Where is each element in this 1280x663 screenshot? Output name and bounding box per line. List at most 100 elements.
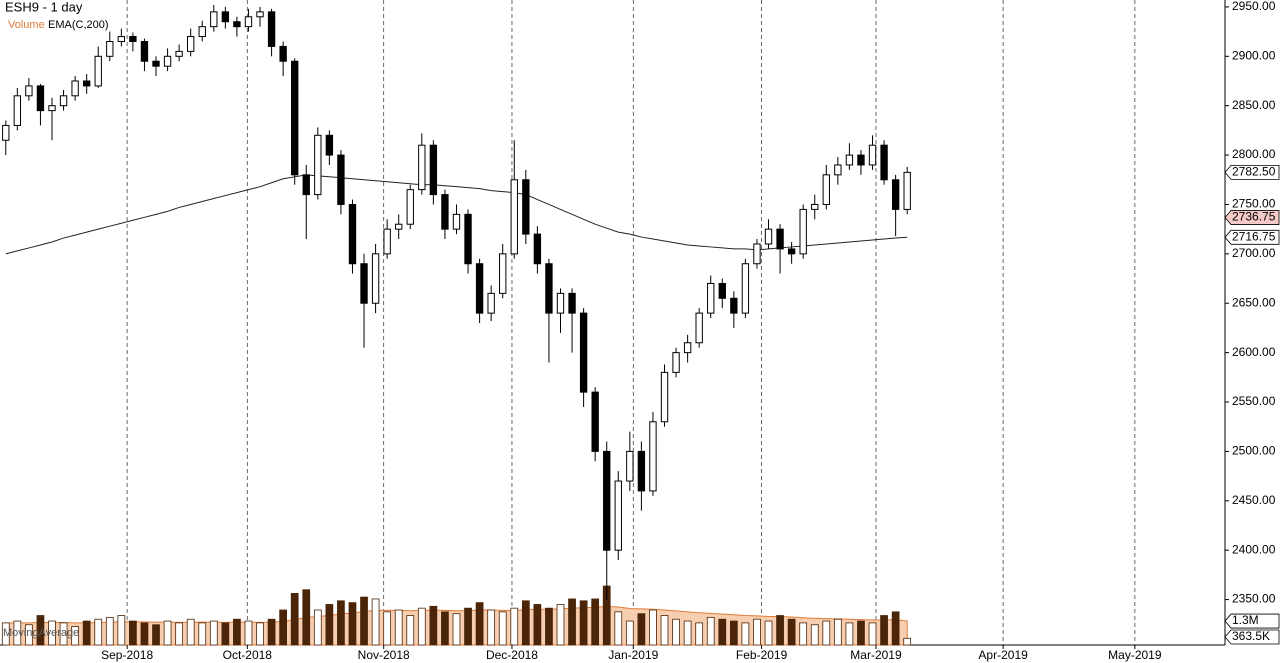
legend-entry: Volume [8,19,45,31]
volume-bar [857,620,865,646]
candle-body [441,194,449,230]
volume-bar [59,622,68,646]
volume-bar [672,618,680,646]
x-tick-label: May-2019 [1108,648,1162,662]
volume-bar [556,604,565,646]
candle-body [152,60,160,67]
candle-body [649,421,657,492]
volume-bar [880,615,888,646]
volume-label: 363.5K [1232,629,1270,643]
candle-body [452,213,461,230]
candle-body [267,11,276,47]
volume-bar [787,618,796,646]
candle-body [302,174,310,196]
volume-bar [533,604,542,646]
price-label: 2736.75 [1232,210,1276,224]
candle-body [13,95,22,126]
candle-body [475,263,484,314]
candle-body [799,208,807,255]
volume-bar [452,613,461,646]
candle-body [383,228,391,255]
candle-body [591,391,599,452]
x-tick-label: Sep-2018 [101,648,153,662]
candle-body [903,171,911,210]
candle-body [233,21,241,28]
y-tick-label: 2550.00 [1232,394,1276,408]
y-tick-label: 2350.00 [1232,592,1276,606]
volume-bar [683,620,692,646]
volume-bar [360,596,368,646]
candle-body [279,45,287,62]
volume-bar [903,637,912,646]
candle-body [660,371,669,423]
candle-body [198,26,206,38]
price-label-box [1224,229,1280,245]
candle-body [25,85,33,97]
candle-body [48,105,56,112]
volume-bar [753,618,761,646]
volume-bar [845,622,854,646]
candle-body [695,312,703,344]
candle-body [753,243,761,265]
volume-bar [660,615,669,646]
x-tick-label: Apr-2019 [978,648,1028,662]
candle-body [36,85,45,112]
volume-bar [521,600,530,646]
candle-body [487,292,495,314]
volume-bar [614,611,623,646]
volume-bar [140,622,149,646]
volume-bar [741,622,750,646]
candle-body [637,450,646,492]
x-tick-label: Dec-2018 [486,648,538,662]
volume-bar [36,615,45,646]
candle-body [868,144,877,166]
volume-bar [591,598,600,646]
volume-bar [695,622,704,646]
candle-body [730,297,738,314]
candle-body [533,233,542,265]
x-tick-label: Nov-2018 [358,648,410,662]
candle-body [163,55,172,67]
volume-bar [186,618,195,646]
candle-body [129,36,137,42]
volume-bar [383,611,392,646]
volume-bar [209,620,218,646]
volume-bar [337,600,345,646]
volume-bar [302,589,311,646]
volume-bar [579,600,588,646]
price-label-box [1224,210,1280,225]
candle-body [764,228,773,245]
volume-bar [822,620,831,646]
price-label: 2716.75 [1232,229,1276,243]
candle-body [787,248,796,255]
volume-bar [417,607,426,646]
candle-body [707,282,715,314]
volume-bar [441,611,449,646]
volume-bar [429,605,438,646]
candle-body [418,144,426,191]
volume-bar [13,620,22,646]
y-tick-label: 2500.00 [1232,444,1276,458]
y-tick-label: 2700.00 [1232,246,1276,260]
candle-body [187,36,195,52]
volume-bar [729,620,738,646]
volume-bar [25,624,33,646]
volume-bar [1,622,10,646]
volume-bar [82,620,91,646]
y-tick-label: 2850.00 [1232,98,1276,112]
candle-body [2,124,10,141]
candle-body [82,80,91,87]
candle-body [371,253,380,304]
volume-bar [545,607,553,646]
candle-body [683,342,692,354]
y-tick-label: 2800.00 [1232,147,1276,161]
volume-bar [394,609,403,646]
legend-entry: EMA(C,200) [48,19,109,31]
volume-bar [48,620,56,646]
volume-bar [498,611,507,646]
volume-bar [649,609,657,646]
candle-body [314,134,322,196]
volume-bar [94,618,103,646]
y-tick-label: 2450.00 [1232,493,1276,507]
x-tick-label: Oct-2018 [223,648,273,662]
